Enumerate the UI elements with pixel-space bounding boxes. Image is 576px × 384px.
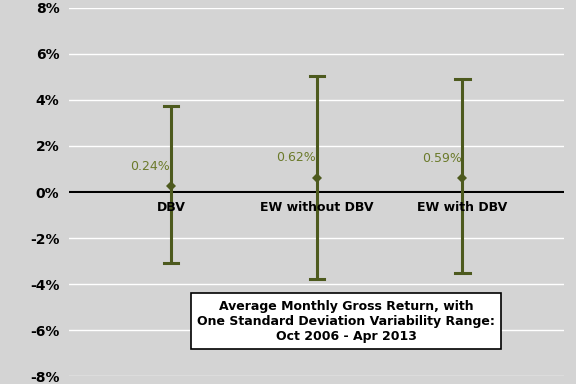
Text: DBV: DBV [157,201,185,214]
Text: 0.24%: 0.24% [130,160,170,173]
Text: EW with DBV: EW with DBV [418,201,507,214]
Text: Average Monthly Gross Return, with
One Standard Deviation Variability Range:
Oct: Average Monthly Gross Return, with One S… [197,300,495,343]
Text: 0.59%: 0.59% [422,152,461,165]
Text: 0.62%: 0.62% [276,151,316,164]
Text: EW without DBV: EW without DBV [260,201,374,214]
